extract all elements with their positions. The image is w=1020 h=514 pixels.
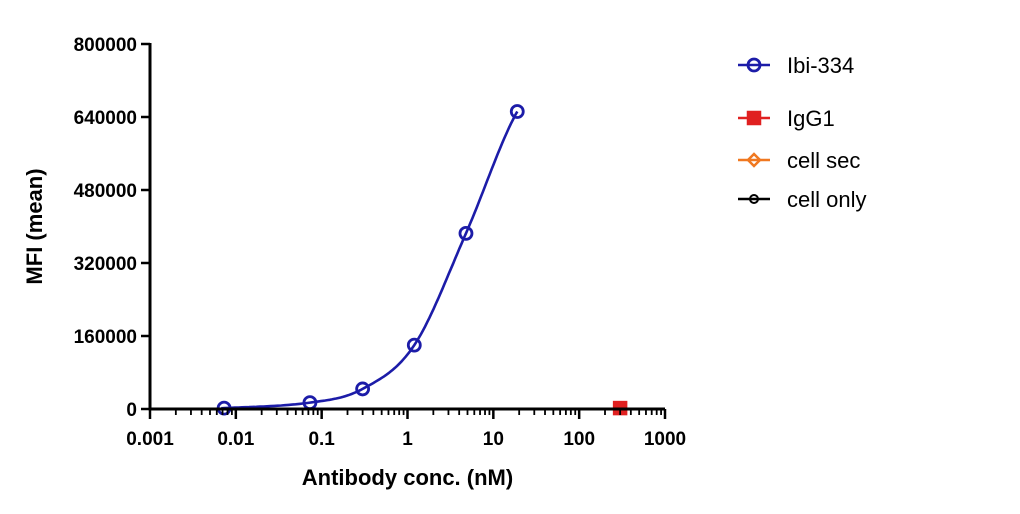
y-ticks: 0 160000 320000 480000 640000 800000 — [74, 35, 150, 421]
legend-symbol — [746, 57, 762, 73]
series-ibi-334 — [216, 104, 525, 416]
fit-curve-ibi-334 — [221, 110, 519, 410]
data-point-ibi-334 — [355, 381, 371, 397]
y-tick-label: 0 — [126, 400, 137, 421]
x-tick-label: 10 — [483, 429, 504, 450]
y-axis-title: MFI (mean) — [22, 168, 47, 284]
legend-label-igg1: IgG1 — [787, 106, 835, 131]
legend-item-cell-only: cell only — [738, 187, 866, 212]
data-point-ibi-334 — [458, 225, 474, 241]
y-tick-label: 800000 — [74, 35, 137, 56]
legend-marker-cell-only — [738, 194, 770, 204]
y-tick-label: 640000 — [74, 108, 137, 129]
legend-marker-ibi-334 — [738, 57, 770, 73]
x-ticks: 0.001 0.01 0.1 1 10 100 1000 — [126, 409, 686, 450]
legend-marker-cell-sec — [738, 152, 770, 168]
x-tick-label: 1000 — [644, 429, 686, 450]
x-axis-title: Antibody conc. (nM) — [302, 465, 513, 490]
legend-item-igg1: IgG1 — [738, 106, 835, 131]
legend-symbol — [746, 152, 762, 168]
y-tick-label: 160000 — [74, 327, 137, 348]
legend-label-ibi-334: Ibi-334 — [787, 53, 854, 78]
data-point-ibi-334 — [509, 104, 525, 119]
legend-symbol — [749, 194, 759, 204]
x-tick-label: 1 — [402, 429, 413, 450]
x-tick-label: 0.001 — [126, 429, 174, 450]
x-tick-label: 100 — [563, 429, 595, 450]
legend-marker-igg1 — [738, 110, 770, 126]
y-tick-label: 320000 — [74, 254, 137, 275]
x-tick-label: 0.01 — [217, 429, 254, 450]
legend: Ibi-334 IgG1 cell sec cell only — [738, 53, 866, 212]
legend-item-cell-sec: cell sec — [738, 148, 860, 173]
legend-item-ibi-334: Ibi-334 — [738, 53, 854, 78]
plot-area — [216, 104, 628, 416]
legend-symbol — [746, 110, 762, 126]
data-point-ibi-334 — [406, 337, 422, 353]
x-tick-label: 0.1 — [308, 429, 335, 450]
legend-label-cell-only: cell only — [787, 187, 866, 212]
legend-label-cell-sec: cell sec — [787, 148, 860, 173]
y-tick-label: 480000 — [74, 181, 137, 202]
